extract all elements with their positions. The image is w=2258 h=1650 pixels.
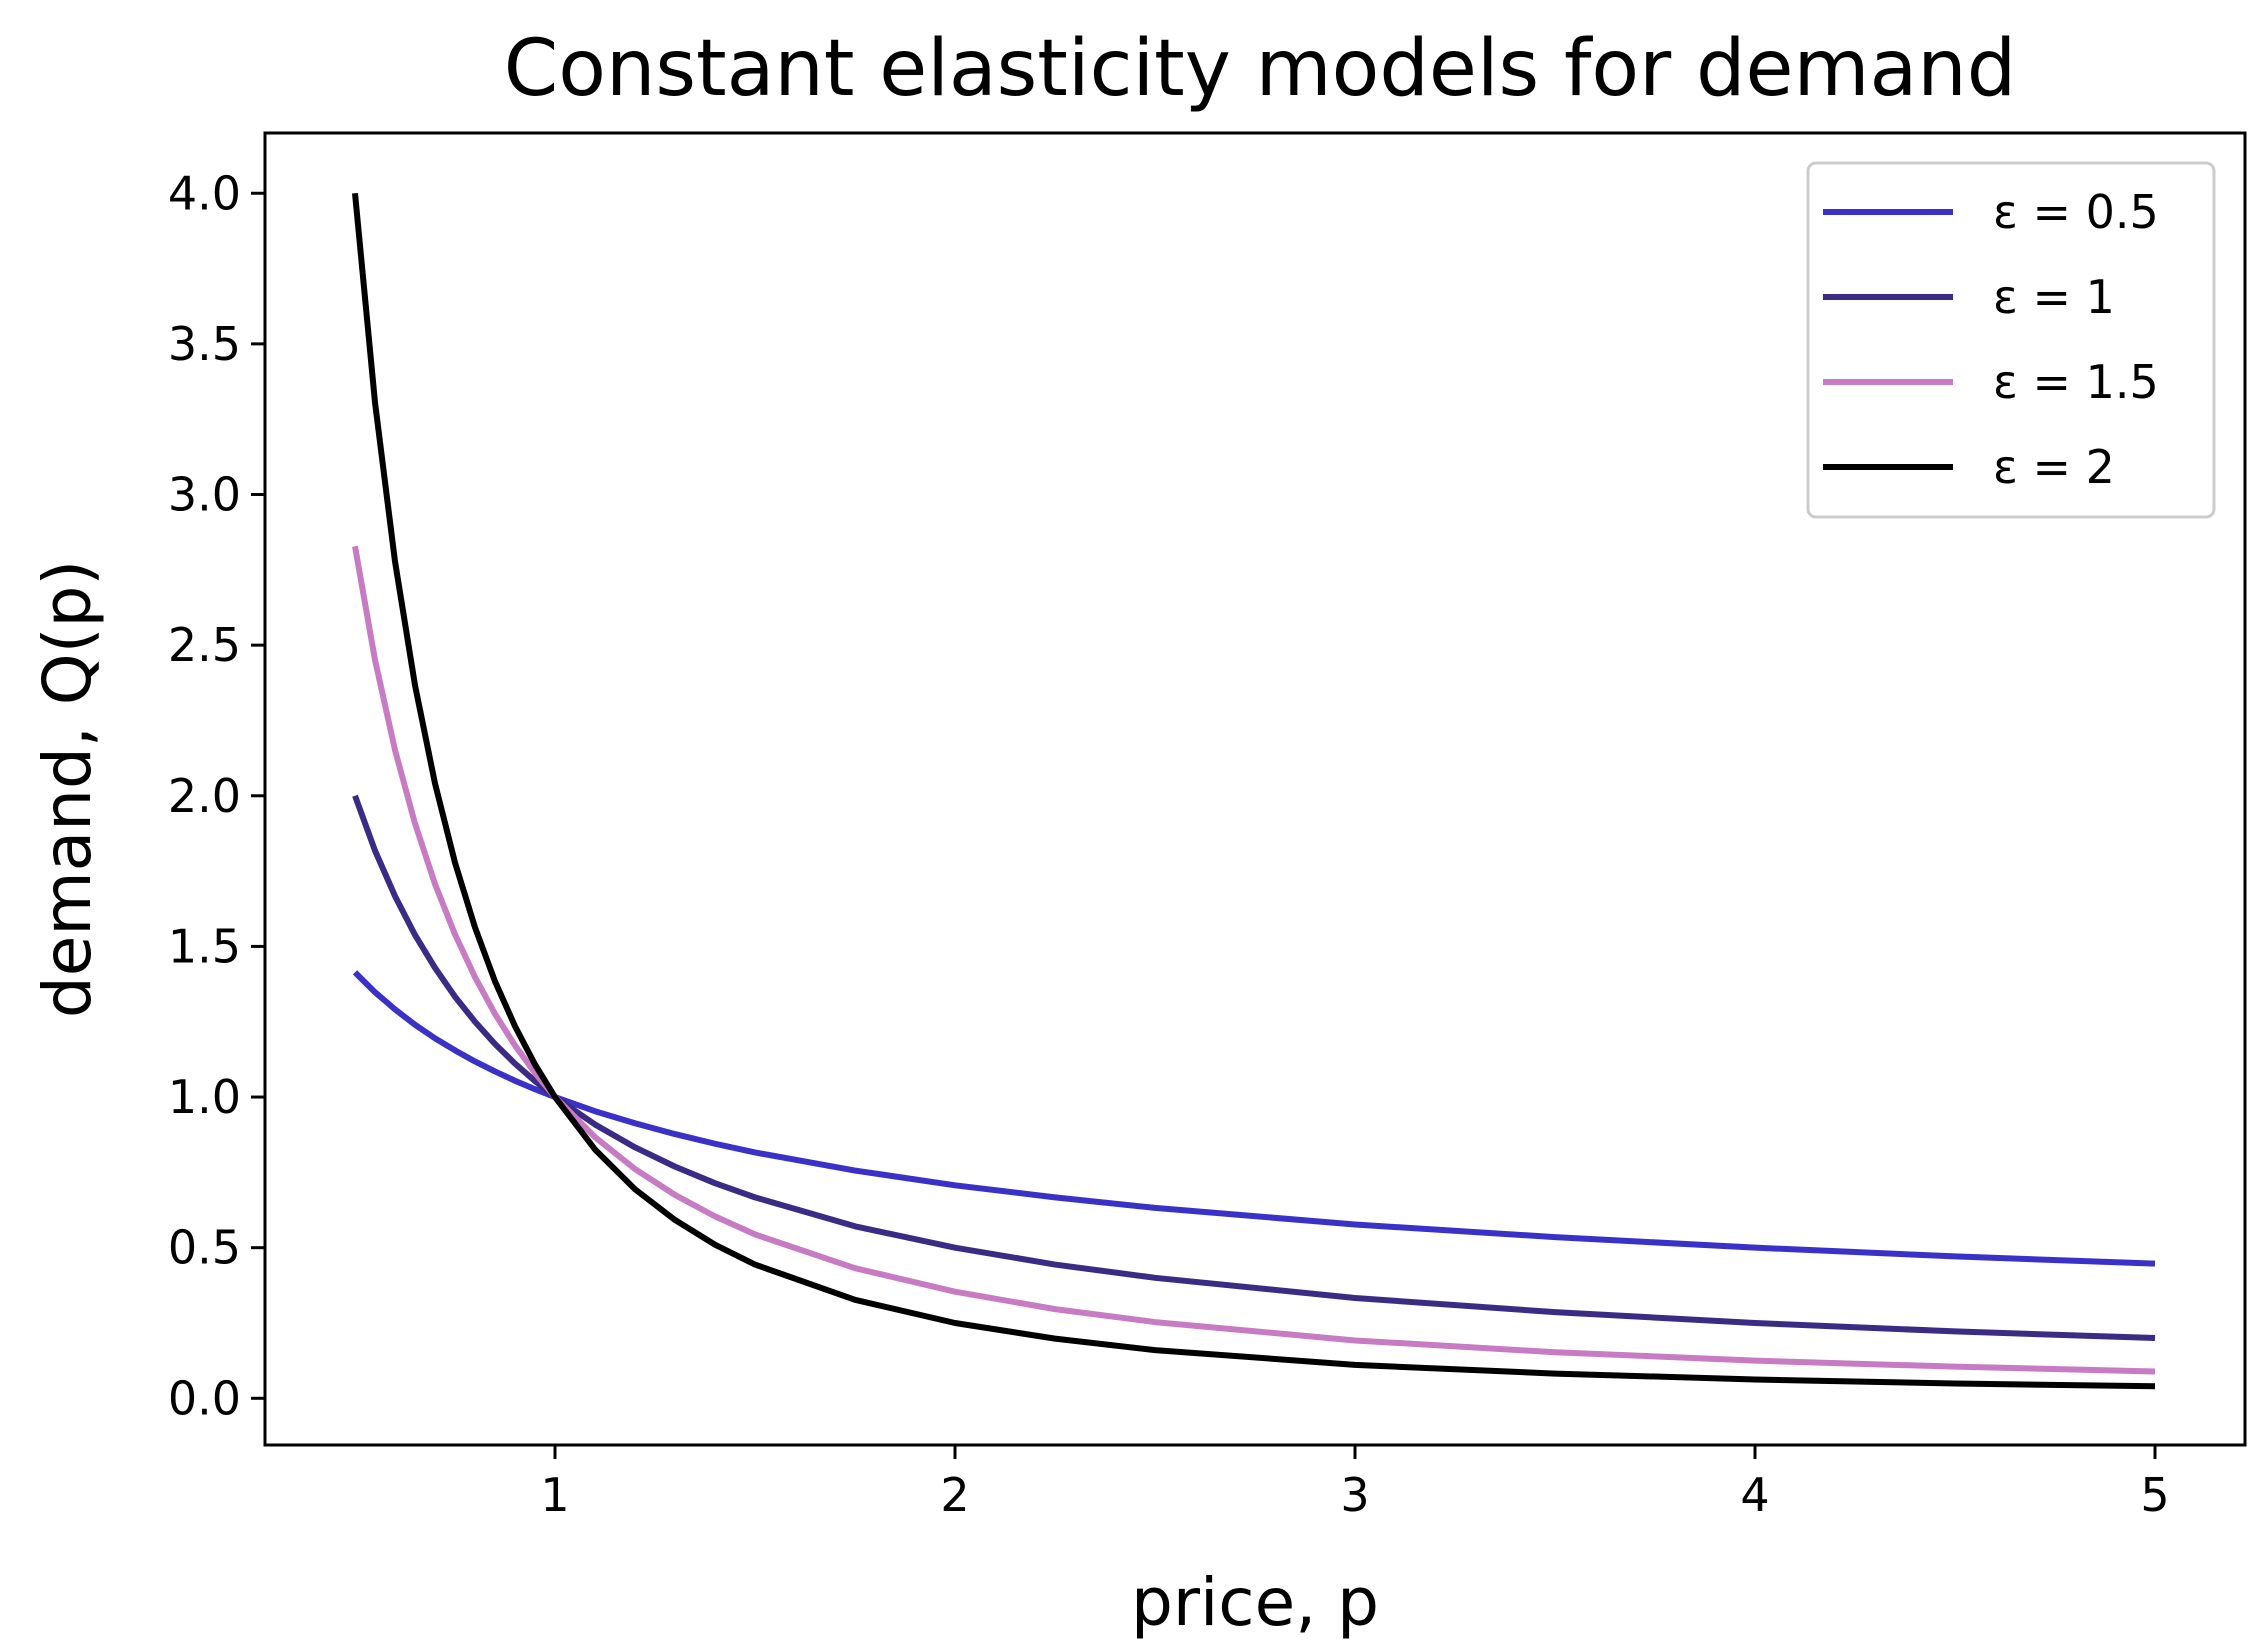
- series-line-3: [352, 545, 2156, 1375]
- y-tick-label: 0.0: [168, 1371, 241, 1425]
- y-tick-label: 1.0: [168, 1070, 241, 1124]
- x-tick-label: 1: [540, 1468, 569, 1522]
- legend-label: ε = 1: [1993, 270, 2115, 324]
- legend: ε = 0.5 ε = 1 ε = 1.5 ε = 2: [1806, 161, 2216, 519]
- plot-frame: [263, 131, 2247, 1447]
- plot-area: [263, 131, 2247, 1447]
- x-axis-label: price, p: [1131, 1564, 1379, 1641]
- series-line-2: [352, 794, 2156, 1342]
- y-axis: 0.0 0.5 1.0 1.5 2.0 2.5 3.0 3.5 4.0: [168, 166, 265, 1425]
- y-tick-label: 2.0: [168, 769, 241, 823]
- y-axis-label: demand, Q(p): [29, 560, 106, 1018]
- series-layer: [352, 192, 2156, 1390]
- legend-items: ε = 0.5 ε = 1 ε = 1.5 ε = 2: [1823, 185, 2159, 494]
- series-line-1: [352, 970, 2156, 1267]
- series-line-4: [352, 192, 2156, 1390]
- y-tick-label: 3.0: [168, 468, 241, 522]
- chart-title: Constant elasticity models for demand: [504, 24, 2016, 114]
- y-tick-label: 4.0: [168, 166, 241, 220]
- legend-label: ε = 2: [1993, 440, 2115, 494]
- legend-label: ε = 0.5: [1993, 185, 2159, 239]
- legend-label: ε = 1.5: [1993, 355, 2159, 409]
- y-tick-label: 3.5: [168, 317, 241, 371]
- x-tick-label: 5: [2140, 1468, 2169, 1522]
- x-tick-label: 3: [1340, 1468, 1369, 1522]
- y-tick-label: 0.5: [168, 1221, 241, 1275]
- y-tick-label: 1.5: [168, 919, 241, 973]
- x-tick-label: 4: [1740, 1468, 1769, 1522]
- y-tick-label: 2.5: [168, 618, 241, 672]
- legend-box: [1806, 161, 2216, 519]
- x-axis: 1 2 3 4 5: [540, 1445, 2170, 1522]
- x-tick-label: 2: [940, 1468, 969, 1522]
